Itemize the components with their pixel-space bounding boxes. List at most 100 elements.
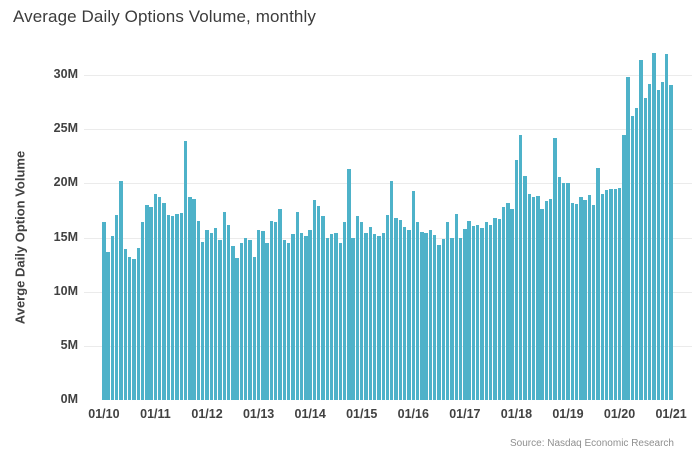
bar-2011-03[interactable]	[162, 202, 166, 400]
bar-2013-02[interactable]	[261, 231, 265, 400]
bar-2020-05[interactable]	[635, 107, 639, 400]
bar-2014-07[interactable]	[334, 233, 338, 400]
bar-2012-02[interactable]	[209, 233, 214, 400]
bar-2018-05[interactable]	[531, 197, 536, 400]
bar-2015-01[interactable]	[360, 222, 364, 400]
bar-2017-02[interactable]	[467, 221, 471, 400]
bar-2013-01[interactable]	[256, 229, 261, 400]
bar-2015-05[interactable]	[377, 236, 381, 400]
bar-2015-06[interactable]	[381, 233, 385, 400]
bar-2016-04[interactable]	[424, 233, 428, 400]
bar-2010-01[interactable]	[102, 222, 106, 400]
bar-2015-09[interactable]	[394, 218, 398, 400]
bar-2013-12[interactable]	[304, 236, 308, 400]
bar-2014-10[interactable]	[347, 169, 351, 400]
bar-2016-11[interactable]	[454, 213, 458, 400]
bar-2017-08[interactable]	[493, 218, 497, 400]
bar-2010-02[interactable]	[106, 251, 110, 400]
bar-2015-11[interactable]	[402, 226, 407, 400]
bar-2021-01[interactable]	[669, 84, 673, 400]
bar-2017-06[interactable]	[484, 222, 489, 400]
bar-2019-11[interactable]	[609, 188, 613, 400]
bar-2019-06[interactable]	[587, 195, 592, 400]
bar-2013-04[interactable]	[269, 221, 274, 400]
bar-2012-06[interactable]	[226, 224, 231, 400]
bar-2019-07[interactable]	[592, 205, 596, 400]
bar-2010-12[interactable]	[149, 207, 153, 400]
bar-2011-08[interactable]	[183, 141, 188, 400]
bar-2013-05[interactable]	[274, 222, 278, 400]
bar-2012-08[interactable]	[235, 258, 239, 400]
bar-2018-09[interactable]	[549, 198, 553, 400]
bar-2016-08[interactable]	[441, 238, 446, 400]
bar-2017-04[interactable]	[476, 224, 480, 400]
bar-2010-03[interactable]	[110, 236, 115, 400]
bar-2011-12[interactable]	[201, 241, 205, 400]
bar-2020-09[interactable]	[652, 53, 656, 400]
bar-2010-10[interactable]	[140, 222, 145, 400]
bar-2010-07[interactable]	[127, 257, 132, 400]
bar-2010-11[interactable]	[145, 205, 149, 400]
bar-2012-12[interactable]	[252, 257, 256, 400]
bar-2019-03[interactable]	[574, 203, 579, 400]
bar-2012-11[interactable]	[248, 239, 252, 400]
bar-2014-01[interactable]	[308, 229, 312, 400]
bar-2019-12[interactable]	[613, 188, 617, 400]
bar-2014-11[interactable]	[351, 237, 355, 400]
bar-2012-01[interactable]	[205, 229, 209, 400]
bar-2020-10[interactable]	[656, 90, 660, 400]
bar-2018-04[interactable]	[527, 194, 531, 400]
bar-2010-06[interactable]	[123, 249, 128, 400]
bar-2020-06[interactable]	[639, 59, 643, 400]
bar-2013-10[interactable]	[295, 211, 299, 400]
bar-2011-04[interactable]	[166, 214, 171, 400]
bar-2011-01[interactable]	[153, 194, 158, 400]
bar-2010-08[interactable]	[132, 259, 136, 400]
bar-2010-09[interactable]	[136, 248, 140, 400]
bar-2015-03[interactable]	[368, 226, 372, 400]
bar-2020-02[interactable]	[622, 134, 626, 400]
bar-2013-08[interactable]	[286, 242, 291, 400]
bar-2016-02[interactable]	[415, 222, 420, 400]
bar-2012-10[interactable]	[244, 237, 248, 400]
bar-2014-06[interactable]	[329, 234, 334, 400]
bar-2010-05[interactable]	[119, 181, 123, 400]
bar-2013-09[interactable]	[291, 234, 295, 400]
bar-2011-07[interactable]	[179, 212, 183, 400]
bar-2014-04[interactable]	[321, 215, 325, 400]
bar-2018-08[interactable]	[544, 200, 549, 400]
bar-2015-04[interactable]	[372, 234, 377, 400]
bar-2011-11[interactable]	[196, 221, 201, 400]
bar-2013-07[interactable]	[282, 239, 287, 400]
bar-2014-05[interactable]	[325, 237, 330, 400]
bar-2020-12[interactable]	[665, 54, 669, 400]
bar-2018-10[interactable]	[553, 137, 557, 400]
bar-2011-05[interactable]	[170, 215, 175, 400]
bar-2020-07[interactable]	[643, 97, 647, 400]
bar-2016-12[interactable]	[458, 237, 463, 400]
bar-2016-06[interactable]	[433, 235, 437, 400]
bar-2013-11[interactable]	[299, 233, 304, 400]
bar-2015-02[interactable]	[364, 233, 368, 400]
bar-2017-01[interactable]	[463, 228, 467, 400]
bar-2014-09[interactable]	[342, 222, 347, 400]
bar-2012-09[interactable]	[239, 242, 244, 400]
bar-2012-07[interactable]	[231, 246, 235, 400]
bar-2018-03[interactable]	[523, 175, 527, 400]
bar-2017-10[interactable]	[501, 207, 506, 400]
bar-2016-10[interactable]	[450, 237, 454, 400]
bar-2013-06[interactable]	[278, 209, 282, 400]
bar-2018-02[interactable]	[519, 134, 523, 400]
bar-2016-01[interactable]	[411, 190, 415, 400]
bar-2019-02[interactable]	[570, 202, 574, 400]
bar-2017-11[interactable]	[506, 202, 510, 400]
bar-2015-10[interactable]	[398, 220, 403, 400]
bar-2015-12[interactable]	[407, 229, 411, 400]
bar-2012-04[interactable]	[218, 239, 222, 400]
bar-2012-05[interactable]	[222, 211, 226, 400]
bar-2017-07[interactable]	[488, 224, 493, 400]
bar-2020-08[interactable]	[647, 83, 652, 400]
bar-2019-01[interactable]	[566, 183, 570, 400]
bar-2014-02[interactable]	[312, 199, 317, 400]
bar-2019-05[interactable]	[583, 199, 587, 400]
